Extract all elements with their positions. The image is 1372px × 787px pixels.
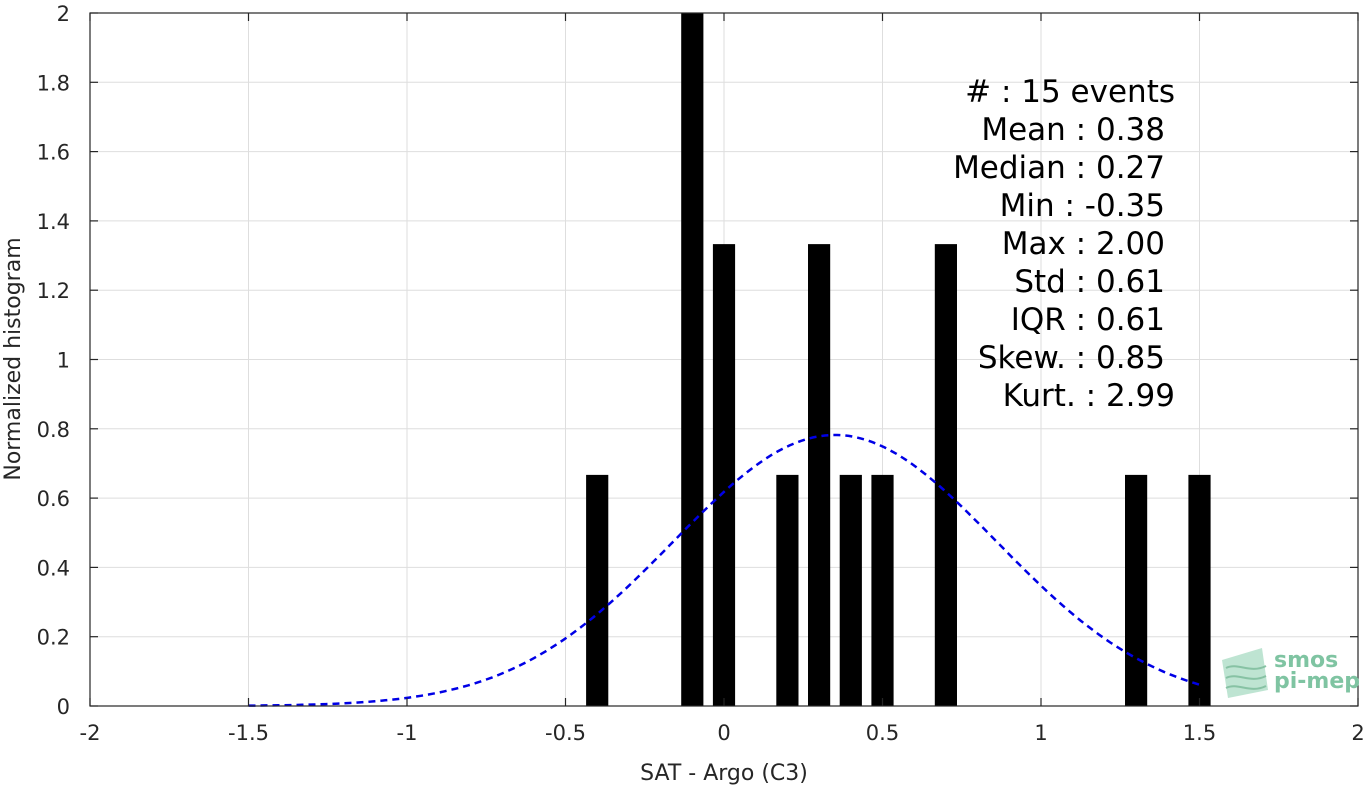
axis-ticks bbox=[89, 12, 1359, 707]
x-tick-label: 1.5 bbox=[1183, 721, 1216, 745]
y-axis-label: Normalized histogram bbox=[1, 237, 26, 480]
histogram-bar bbox=[1188, 474, 1211, 706]
x-tick-label: 0.5 bbox=[866, 721, 899, 745]
stat-line: Kurt. : 2.99 bbox=[1003, 378, 1175, 414]
y-tick-label: 0.2 bbox=[37, 626, 70, 650]
histogram-bar bbox=[934, 244, 957, 707]
histogram-bar bbox=[1125, 474, 1148, 706]
stat-line: Median : 0.27 bbox=[953, 150, 1165, 186]
x-tick-label: -1 bbox=[397, 721, 418, 745]
smos-pimep-logo: smos pi-mep bbox=[1222, 648, 1360, 698]
x-tick-label: 1 bbox=[1034, 721, 1047, 745]
logo-text-pimep: pi-mep bbox=[1274, 669, 1360, 694]
histogram-bar bbox=[776, 474, 799, 706]
histogram-bar bbox=[871, 474, 894, 706]
histogram-bar bbox=[712, 244, 736, 707]
y-tick-label: 1.2 bbox=[37, 279, 70, 303]
x-tick-label: 0 bbox=[717, 721, 730, 745]
y-tick-label: 2 bbox=[57, 2, 70, 26]
x-tick-label: -2 bbox=[80, 721, 101, 745]
histogram-bar bbox=[681, 13, 704, 706]
logo-text-smos: smos bbox=[1274, 648, 1338, 673]
y-tick-label: 0.4 bbox=[37, 556, 70, 580]
y-tick-labels: 0 0.2 0.4 0.6 0.8 1 1.2 1.4 1.6 1.8 2 bbox=[37, 2, 70, 719]
stat-line: Std : 0.61 bbox=[1014, 264, 1165, 300]
stat-line: IQR : 0.61 bbox=[1011, 302, 1165, 338]
stat-line: Skew. : 0.85 bbox=[978, 340, 1165, 376]
normal-fit-curve bbox=[248, 433, 1200, 707]
y-tick-label: 1 bbox=[57, 349, 70, 373]
stat-line: Mean : 0.38 bbox=[981, 112, 1165, 148]
x-tick-label: 2 bbox=[1351, 721, 1364, 745]
x-tick-label: -0.5 bbox=[545, 721, 586, 745]
logo-mark-icon bbox=[1222, 648, 1268, 698]
y-tick-label: 1.6 bbox=[37, 141, 70, 165]
histogram-bar bbox=[839, 474, 862, 706]
y-tick-label: 0.6 bbox=[37, 487, 70, 511]
histogram-bar bbox=[586, 474, 609, 706]
x-tick-labels: -2 -1.5 -1 -0.5 0 0.5 1 1.5 2 bbox=[80, 721, 1365, 745]
x-tick-label: -1.5 bbox=[228, 721, 269, 745]
stat-line: # : 15 events bbox=[965, 74, 1175, 110]
y-tick-label: 0 bbox=[57, 695, 70, 719]
y-tick-label: 0.8 bbox=[37, 418, 70, 442]
stat-line: Min : -0.35 bbox=[1000, 188, 1165, 224]
y-tick-label: 1.8 bbox=[37, 71, 70, 95]
stat-line: Max : 2.00 bbox=[1002, 226, 1165, 262]
histogram-bars bbox=[586, 13, 1211, 707]
histogram-bar bbox=[808, 244, 831, 707]
x-axis-label: SAT - Argo (C3) bbox=[640, 761, 808, 786]
y-tick-label: 1.4 bbox=[37, 210, 70, 234]
